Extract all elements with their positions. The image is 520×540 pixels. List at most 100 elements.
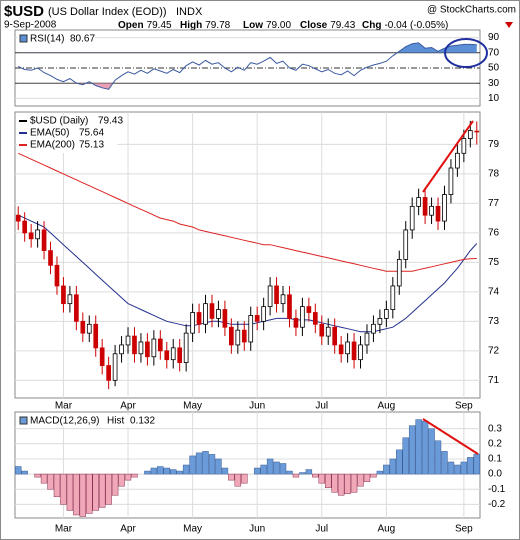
candle-body xyxy=(151,338,157,358)
quote-item: Chg -0.04 (-0.05%) xyxy=(362,20,448,31)
quote-value: 79.00 xyxy=(266,20,291,31)
candle-body xyxy=(467,130,473,139)
trend-annotation xyxy=(422,120,474,193)
candle-body xyxy=(93,323,99,349)
candle-body xyxy=(261,306,266,322)
histogram-bar xyxy=(421,420,429,475)
candle-body xyxy=(377,317,383,325)
histogram-bar xyxy=(460,461,468,475)
histogram-bar xyxy=(434,440,442,475)
y-tick-label: 71 xyxy=(488,375,500,386)
histogram-bar xyxy=(279,463,287,475)
histogram-bar xyxy=(182,464,190,475)
histogram-bar xyxy=(305,469,313,475)
rsi-line xyxy=(17,42,477,90)
histogram-bar xyxy=(189,455,196,475)
histogram-bar xyxy=(170,469,177,475)
y-tick-label: 0.2 xyxy=(488,438,502,449)
histogram-bar xyxy=(312,473,319,478)
candle-body xyxy=(196,312,202,325)
quote-value: 79.78 xyxy=(205,20,230,31)
candle-body xyxy=(216,309,221,319)
candle-body xyxy=(22,220,28,234)
ema-line xyxy=(17,214,478,333)
histogram-bar xyxy=(60,473,67,505)
x-tick-label: Apr xyxy=(120,401,136,412)
candle-body xyxy=(67,294,73,305)
histogram-bar xyxy=(260,464,267,475)
histogram-bar xyxy=(124,473,132,481)
candle-body xyxy=(371,323,376,334)
candle-body xyxy=(54,264,60,287)
rsi-name: RSI(14) xyxy=(30,34,64,45)
y-tick-label: 10 xyxy=(488,93,500,104)
histogram-bar xyxy=(228,473,235,481)
histogram-bar xyxy=(118,473,125,487)
candle-body xyxy=(86,323,92,334)
candle-body xyxy=(229,326,234,346)
candle-body xyxy=(138,341,144,355)
x-tick-label: Jul xyxy=(315,401,328,412)
histogram-bar xyxy=(344,473,351,495)
x-tick-label: Sep xyxy=(455,401,473,412)
histogram-bar xyxy=(105,473,112,505)
histogram-bar xyxy=(473,453,480,475)
candle-body xyxy=(384,309,389,319)
candle-body xyxy=(267,285,273,307)
x-tick-label: Jul xyxy=(315,524,328,535)
histogram-bar xyxy=(253,467,261,475)
histogram-bar xyxy=(337,473,345,496)
legend-bg xyxy=(17,115,117,153)
exchange: INDX xyxy=(176,6,203,18)
histogram-bar xyxy=(53,473,61,498)
histogram-bar xyxy=(273,461,280,475)
candle-body xyxy=(338,344,344,355)
candle-body xyxy=(132,335,137,355)
x-tick-label: Aug xyxy=(377,401,395,412)
candle-body xyxy=(358,344,363,361)
histogram-bar xyxy=(73,473,80,516)
candle-body xyxy=(280,294,286,305)
histogram-bar xyxy=(144,470,151,475)
histogram-bar xyxy=(208,454,216,475)
histogram-bar xyxy=(467,457,474,475)
candle-body xyxy=(125,335,131,346)
y-tick-label: 73 xyxy=(488,316,500,327)
histogram-bar xyxy=(66,473,74,511)
histogram-bar xyxy=(111,473,119,496)
quote-value: 79.45 xyxy=(147,20,172,31)
quote-label: Open xyxy=(118,20,144,31)
histogram-bar xyxy=(157,466,164,475)
histogram-bar xyxy=(47,473,54,490)
legend-swatch xyxy=(19,416,28,425)
symbol: $USD xyxy=(4,3,44,20)
candle-body xyxy=(190,312,195,334)
candle-body xyxy=(48,250,53,266)
histogram-bar xyxy=(79,473,87,517)
histogram-bar xyxy=(21,470,28,475)
x-tick-label: May xyxy=(183,524,202,535)
legend-value: 75.64 xyxy=(79,128,104,139)
candle-body xyxy=(254,315,260,322)
histogram-bar xyxy=(202,451,209,475)
candle-body xyxy=(448,167,454,195)
quote-item: Open 79.45 xyxy=(118,20,172,31)
histogram-bar xyxy=(357,473,364,487)
histogram-bar xyxy=(241,473,248,484)
divergence-annotation xyxy=(422,418,479,455)
y-tick-label: 74 xyxy=(488,286,500,297)
histogram-bar xyxy=(40,473,48,484)
candle-body xyxy=(300,306,305,328)
index-name: (US Dollar Index (EOD)) xyxy=(48,6,167,18)
candle-body xyxy=(99,347,105,366)
panels: 10 30 50 70 90 RSI(14) 80.67 71 72 73 74 75 76 77 78 79… xyxy=(14,29,506,535)
x-tick-label: Apr xyxy=(120,524,136,535)
histogram-bar xyxy=(363,473,371,482)
candle-body xyxy=(416,197,421,207)
quote-item: Low 79.00 xyxy=(243,20,291,31)
rsi-last: 80.67 xyxy=(70,34,95,45)
histogram-bar xyxy=(428,428,435,475)
candle-body xyxy=(28,232,34,240)
y-tick-label: 78 xyxy=(488,169,500,180)
